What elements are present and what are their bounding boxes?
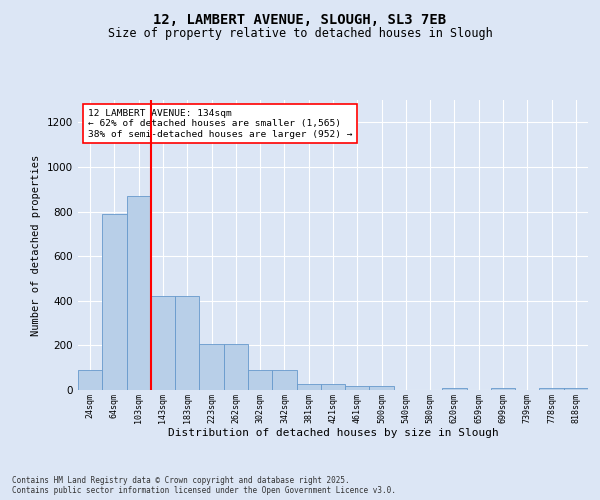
Bar: [564, 388, 588, 390]
Text: 12, LAMBERT AVENUE, SLOUGH, SL3 7EB: 12, LAMBERT AVENUE, SLOUGH, SL3 7EB: [154, 12, 446, 26]
Text: 12 LAMBERT AVENUE: 134sqm
← 62% of detached houses are smaller (1,565)
38% of se: 12 LAMBERT AVENUE: 134sqm ← 62% of detac…: [88, 108, 353, 138]
Bar: [199, 344, 224, 390]
Bar: [442, 388, 467, 390]
Bar: [370, 386, 394, 390]
Bar: [248, 370, 272, 390]
Y-axis label: Number of detached properties: Number of detached properties: [31, 154, 41, 336]
Bar: [78, 370, 102, 390]
Bar: [296, 384, 321, 390]
Bar: [491, 388, 515, 390]
Bar: [321, 384, 345, 390]
Bar: [102, 214, 127, 390]
Bar: [127, 196, 151, 390]
Text: Size of property relative to detached houses in Slough: Size of property relative to detached ho…: [107, 28, 493, 40]
Bar: [175, 296, 199, 390]
Bar: [272, 370, 296, 390]
Bar: [345, 386, 370, 390]
Bar: [151, 296, 175, 390]
X-axis label: Distribution of detached houses by size in Slough: Distribution of detached houses by size …: [167, 428, 499, 438]
Bar: [539, 388, 564, 390]
Bar: [224, 344, 248, 390]
Text: Contains HM Land Registry data © Crown copyright and database right 2025.
Contai: Contains HM Land Registry data © Crown c…: [12, 476, 396, 495]
